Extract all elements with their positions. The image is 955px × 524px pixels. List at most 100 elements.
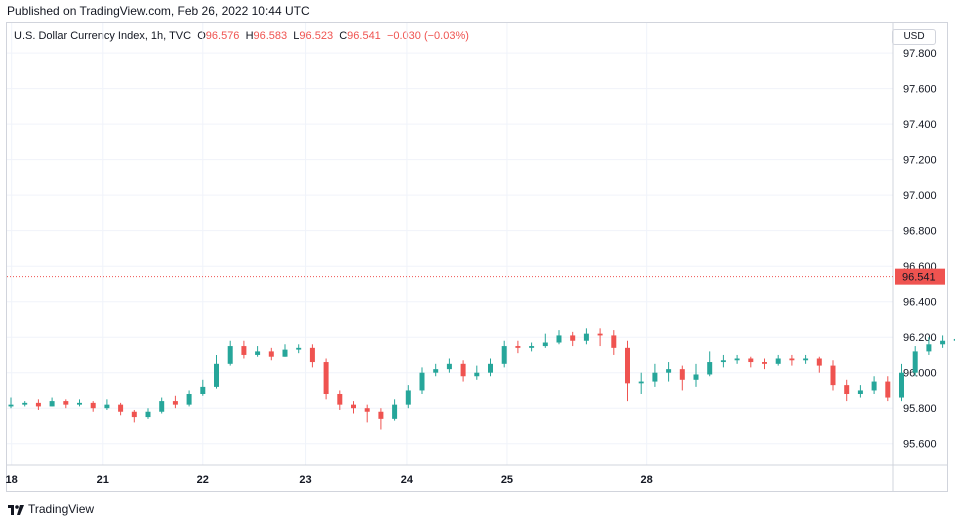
x-tick-label: 18 [6, 474, 18, 486]
x-tick-label: 24 [401, 474, 414, 486]
x-tick-label: 28 [641, 474, 653, 486]
last-price-marker: 96.541 [7, 268, 945, 285]
candle [583, 328, 589, 345]
candle [542, 333, 548, 348]
candle [666, 362, 672, 382]
last-price-badge [895, 268, 945, 285]
price-axis: 97.80097.60097.40097.20097.00096.80096.6… [892, 22, 937, 491]
y-tick-label: 96.000 [903, 368, 937, 380]
candle [789, 354, 795, 366]
candle [172, 395, 178, 409]
candle [214, 354, 219, 389]
close-value: 96.541 [347, 30, 381, 42]
last-price-label: 96.541 [902, 272, 936, 284]
candle [556, 330, 562, 345]
currency-button[interactable]: USD [892, 29, 936, 45]
y-tick-label: 97.600 [903, 84, 937, 96]
candle [748, 356, 754, 368]
y-tick-label: 97.000 [903, 190, 937, 202]
candle [775, 354, 781, 366]
candle [474, 365, 480, 380]
candle [405, 385, 411, 409]
candle [953, 338, 955, 341]
y-tick-label: 95.800 [903, 403, 937, 415]
candle [625, 340, 630, 402]
footer-brand[interactable]: TradingView [8, 502, 94, 516]
candle [419, 367, 425, 394]
candle [899, 363, 904, 402]
candle [529, 342, 535, 352]
candle [131, 409, 137, 423]
candle [309, 344, 315, 368]
candle [446, 358, 452, 373]
y-tick-label: 97.400 [903, 119, 937, 131]
candle [940, 335, 946, 348]
candle [268, 347, 274, 361]
candle [693, 363, 699, 387]
x-tick-label: 23 [299, 474, 311, 486]
candle [77, 399, 82, 407]
candle [460, 360, 466, 382]
tradingview-logo-icon [8, 504, 24, 515]
candle [912, 346, 918, 377]
candle [515, 340, 521, 354]
candle [707, 351, 713, 377]
candle [282, 344, 288, 357]
candle [926, 337, 932, 355]
candle [90, 401, 96, 412]
y-tick-label: 96.800 [903, 226, 937, 238]
brand-name: TradingView [28, 502, 95, 516]
y-tick-label: 97.800 [903, 48, 937, 60]
low-label: L [293, 30, 300, 42]
candle [433, 363, 439, 377]
candle [679, 365, 685, 391]
candle [22, 401, 28, 407]
candle [364, 404, 370, 423]
candle [227, 340, 233, 366]
candle [830, 360, 836, 391]
low-value: 96.523 [299, 30, 334, 42]
chart-frame [6, 22, 948, 492]
open-label: O [197, 30, 206, 42]
candle [844, 379, 850, 402]
candle [885, 376, 891, 402]
candle [488, 358, 493, 377]
candle [871, 376, 877, 394]
y-tick-label: 97.200 [903, 155, 937, 167]
candle [378, 408, 384, 430]
candle [8, 397, 14, 409]
candle [816, 356, 822, 373]
y-tick-label: 96.200 [903, 332, 937, 344]
candle [611, 330, 617, 355]
y-tick-label: 96.400 [903, 297, 937, 309]
candle [49, 397, 55, 407]
candle [734, 354, 740, 364]
candle [762, 358, 767, 370]
candle [104, 399, 110, 410]
y-tick-label: 95.600 [903, 439, 937, 451]
candle [597, 328, 603, 347]
candle [501, 340, 507, 368]
candle [652, 363, 658, 387]
x-tick-label: 25 [501, 474, 513, 486]
high-label: H [245, 30, 254, 42]
candle [720, 354, 726, 368]
candle [296, 344, 302, 354]
candle [351, 401, 356, 414]
candle [323, 358, 329, 400]
candle [186, 390, 192, 407]
candle [337, 390, 343, 410]
candle [118, 402, 124, 416]
high-value: 96.583 [253, 30, 288, 42]
x-tick-label: 21 [97, 474, 109, 486]
candle [857, 385, 863, 398]
candles [8, 328, 955, 430]
candle [35, 399, 41, 410]
candle [638, 372, 644, 394]
candle [159, 397, 165, 414]
open-value: 96.576 [205, 30, 240, 42]
published-caption: Published on TradingView.com, Feb 26, 20… [7, 4, 310, 18]
time-axis: 18 21 22 23 24 25 28 [6, 464, 947, 486]
